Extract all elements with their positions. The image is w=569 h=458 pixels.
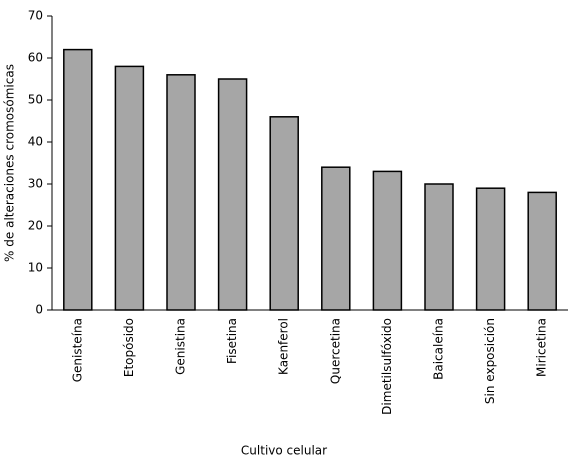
- y-tick-label: 40: [28, 135, 43, 149]
- bar: [321, 166, 351, 311]
- bar: [114, 65, 145, 311]
- bar: [63, 48, 93, 311]
- x-tick-label: Baicaleína: [432, 318, 446, 380]
- y-tick-label: 10: [28, 261, 43, 275]
- x-tick-label: Sin exposición: [483, 318, 497, 404]
- bar: [217, 78, 248, 311]
- y-tick-label: 60: [28, 51, 43, 65]
- x-tick-label: Genistina: [174, 318, 188, 375]
- y-tick-label: 50: [28, 93, 43, 107]
- x-tick-label: Dimetilsulfóxido: [380, 318, 394, 415]
- x-tick-label: Miricetina: [535, 318, 549, 377]
- bar: [269, 116, 299, 311]
- y-tick-label: 70: [28, 9, 43, 23]
- x-tick-label: Fisetina: [225, 318, 239, 364]
- x-tick-label: Genisteína: [70, 318, 84, 382]
- x-axis-title: Cultivo celular: [241, 444, 327, 458]
- y-tick-label: 30: [28, 177, 43, 191]
- x-tick-label: Etopósido: [122, 318, 136, 377]
- bar: [527, 191, 557, 311]
- bar: [475, 187, 506, 311]
- x-tick-label: Quercetina: [328, 318, 342, 384]
- y-tick-label: 0: [35, 303, 43, 317]
- bar: [424, 183, 454, 311]
- bar: [166, 74, 196, 311]
- y-tick-label: 20: [28, 219, 43, 233]
- x-tick-label: Kaenferol: [277, 318, 291, 375]
- bar: [372, 170, 403, 311]
- y-axis-title: % de alteraciones cromosómicas: [3, 64, 17, 262]
